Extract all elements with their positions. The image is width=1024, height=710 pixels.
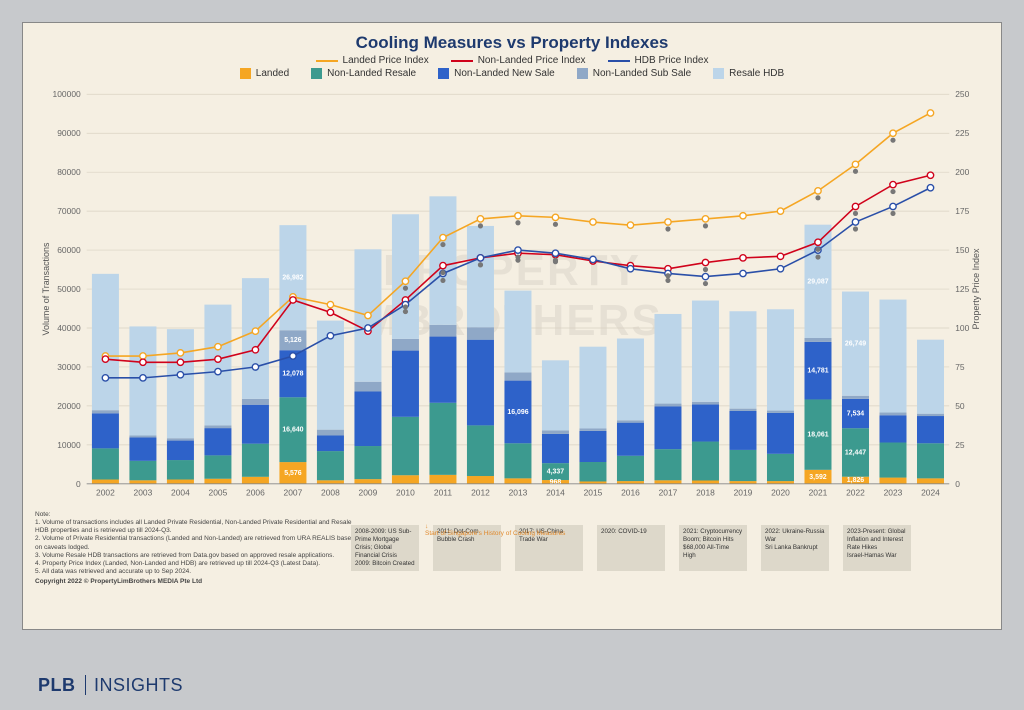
svg-text:14,781: 14,781	[807, 368, 828, 375]
svg-text:2023: 2023	[884, 488, 903, 498]
svg-text:80000: 80000	[57, 167, 81, 177]
brand-right: INSIGHTS	[85, 675, 183, 695]
svg-text:10000: 10000	[57, 440, 81, 450]
legend-item: Non-Landed Sub Sale	[577, 68, 691, 79]
svg-text:20000: 20000	[57, 401, 81, 411]
svg-text:0: 0	[955, 479, 960, 489]
svg-text:2009: 2009	[359, 488, 378, 498]
legend-item: Landed Price Index	[316, 55, 429, 66]
svg-text:2015: 2015	[584, 488, 603, 498]
legend-bars: Landed Non-Landed Resale Non-Landed New Sa…	[35, 68, 989, 79]
svg-text:2021: 2021	[809, 488, 828, 498]
svg-text:7,534: 7,534	[847, 411, 865, 418]
svg-text:50000: 50000	[57, 284, 81, 294]
svg-text:2011: 2011	[434, 488, 452, 498]
chart-svg: 0 10000 20000 30000 40000 50000 60000 70000 8000…	[35, 85, 989, 505]
footnote-line: 3. Volume Resale HDB transactions are re…	[35, 552, 355, 560]
svg-text:26,749: 26,749	[845, 341, 866, 348]
svg-text:60000: 60000	[57, 245, 81, 255]
legend-item: Non-Landed Price Index	[451, 55, 586, 66]
footnotes: Note:1. Volume of transactions includes …	[35, 511, 355, 576]
svg-text:30000: 30000	[57, 362, 81, 372]
footnote-line: Note:	[35, 511, 355, 519]
svg-text:40000: 40000	[57, 323, 81, 333]
svg-text:25: 25	[955, 440, 965, 450]
svg-text:16,096: 16,096	[507, 409, 528, 416]
svg-text:2006: 2006	[246, 488, 265, 498]
svg-text:26,982: 26,982	[282, 275, 303, 282]
svg-text:50: 50	[955, 401, 965, 411]
footnote-line: 4. Property Price Index (Landed, Non-Lan…	[35, 560, 355, 568]
legend-item: Non-Landed Resale	[311, 68, 416, 79]
svg-text:225: 225	[955, 128, 969, 138]
footnote-line: 5. All data was retrieved and accurate u…	[35, 568, 355, 576]
svg-text:100: 100	[955, 323, 969, 333]
svg-text:2020: 2020	[771, 488, 790, 498]
svg-text:0: 0	[76, 479, 81, 489]
event-annotation: 2008-2009: US Sub-Prime Mortgage Crisis;…	[351, 525, 419, 571]
svg-text:2022: 2022	[846, 488, 865, 498]
svg-text:12,447: 12,447	[845, 449, 866, 456]
svg-text:1,826: 1,826	[847, 477, 865, 484]
svg-text:2002: 2002	[96, 488, 115, 498]
cooling-start-label: ↓ Start of Singapore's History of Coolin…	[425, 523, 585, 537]
copyright: Copyright 2022 © PropertyLimBrothers MED…	[35, 578, 989, 585]
svg-text:75: 75	[955, 362, 965, 372]
svg-text:2017: 2017	[659, 488, 678, 498]
svg-text:125: 125	[955, 284, 969, 294]
svg-text:4,337: 4,337	[547, 469, 565, 476]
svg-text:18,061: 18,061	[807, 432, 828, 439]
svg-text:100000: 100000	[53, 89, 81, 99]
svg-text:2004: 2004	[171, 488, 190, 498]
svg-text:968: 968	[550, 479, 562, 486]
legend-item: Non-Landed New Sale	[438, 68, 555, 79]
svg-text:70000: 70000	[57, 206, 81, 216]
svg-text:2019: 2019	[734, 488, 753, 498]
svg-text:29,087: 29,087	[807, 278, 828, 285]
brand-left: PLB	[38, 675, 76, 695]
svg-text:2024: 2024	[921, 488, 940, 498]
svg-text:2012: 2012	[471, 488, 490, 498]
svg-text:90000: 90000	[57, 128, 81, 138]
svg-text:2014: 2014	[546, 488, 565, 498]
svg-text:175: 175	[955, 206, 969, 216]
legend-item: HDB Price Index	[608, 55, 709, 66]
svg-text:16,640: 16,640	[282, 427, 303, 434]
svg-text:2005: 2005	[209, 488, 228, 498]
event-annotation: 2021: Cryptocurrency Boom; Bitcoin Hits …	[679, 525, 747, 571]
event-annotation: 2020: COVID-19	[597, 525, 665, 571]
svg-text:2008: 2008	[321, 488, 340, 498]
svg-text:150: 150	[955, 245, 969, 255]
page-wrapper: Cooling Measures vs Property Indexes Lan…	[0, 0, 1024, 638]
legend-lines: Landed Price Index Non-Landed Price Index…	[35, 55, 989, 66]
footnote-line: 2. Volume of Private Residential transac…	[35, 535, 355, 551]
svg-text:2003: 2003	[134, 488, 153, 498]
svg-text:2007: 2007	[284, 488, 303, 498]
legend-item: Landed	[240, 68, 289, 79]
svg-text:5,126: 5,126	[284, 337, 302, 344]
svg-text:5,576: 5,576	[284, 470, 302, 477]
svg-text:250: 250	[955, 89, 969, 99]
chart-title: Cooling Measures vs Property Indexes	[35, 33, 989, 53]
event-annotation: 2022: Ukraine-Russia War Sri Lanka Bankr…	[761, 525, 829, 571]
svg-text:2016: 2016	[621, 488, 640, 498]
svg-text:Volume of Transactions: Volume of Transactions	[41, 242, 51, 335]
svg-text:Property Price Index: Property Price Index	[971, 248, 981, 330]
svg-text:12,078: 12,078	[282, 371, 303, 378]
brand-logo: PLB INSIGHTS	[38, 675, 183, 696]
svg-text:2018: 2018	[696, 488, 715, 498]
svg-text:200: 200	[955, 167, 969, 177]
svg-text:2013: 2013	[509, 488, 528, 498]
chart-card: Cooling Measures vs Property Indexes Lan…	[22, 22, 1002, 630]
event-annotation: 2023-Present: Global Inflation and Inter…	[843, 525, 911, 571]
footnote-line: 1. Volume of transactions includes all L…	[35, 519, 355, 535]
plot-area: 0 10000 20000 30000 40000 50000 60000 70000 8000…	[35, 85, 989, 505]
legend-item: Resale HDB	[713, 68, 784, 79]
svg-text:2010: 2010	[396, 488, 415, 498]
svg-text:3,592: 3,592	[809, 474, 827, 481]
